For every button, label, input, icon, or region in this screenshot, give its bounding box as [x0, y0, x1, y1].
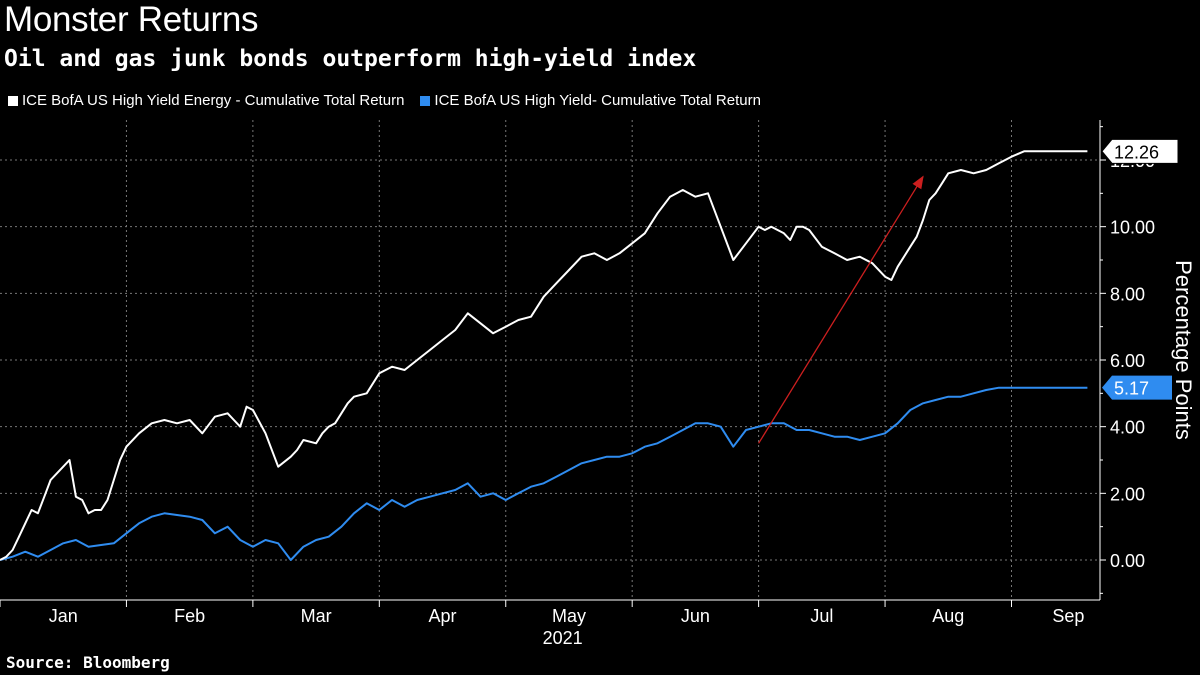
source-note: Source: Bloomberg — [6, 653, 170, 672]
last-value-callout-high-yield: 5.17 — [1102, 375, 1172, 400]
y-tick-label: 0.00 — [1110, 551, 1145, 571]
labels-layer: 0.002.004.006.008.0010.0012.00JanFebMarA… — [49, 138, 1196, 648]
series-line-high-yield — [0, 386, 1088, 561]
x-tick-label: Aug — [932, 606, 964, 626]
x-tick-label: Jan — [49, 606, 78, 626]
x-tick-label: Apr — [429, 606, 457, 626]
chart-subtitle: Oil and gas junk bonds outperform high-y… — [4, 46, 697, 72]
annotation-layer — [758, 175, 924, 444]
x-tick-label: May — [552, 606, 586, 626]
callout-box — [1101, 138, 1179, 164]
y-axis-title: Percentage Points — [1171, 260, 1196, 440]
legend-swatch-energy — [8, 95, 18, 106]
legend-item-energy: ICE BofA US High Yield Energy - Cumulati… — [8, 92, 404, 109]
y-tick-label: 6.00 — [1110, 351, 1145, 371]
series-line-energy — [0, 150, 1088, 561]
x-axis-year-label: 2021 — [543, 628, 583, 648]
x-tick-label: Sep — [1052, 606, 1084, 626]
y-tick-label: 8.00 — [1110, 284, 1145, 304]
x-tick-label: Mar — [301, 606, 332, 626]
y-tick-label: 10.00 — [1110, 218, 1155, 238]
axes — [0, 120, 1106, 607]
x-tick-label: Jul — [810, 606, 833, 626]
callout-box — [1102, 375, 1172, 400]
legend-label-high-yield: ICE BofA US High Yield- Cumulative Total… — [434, 92, 761, 109]
x-tick-label: Feb — [174, 606, 205, 626]
legend-item-high-yield: ICE BofA US High Yield- Cumulative Total… — [420, 92, 761, 109]
callout-value: 5.17 — [1114, 379, 1149, 399]
y-tick-label: 4.00 — [1110, 418, 1145, 438]
series-layer — [0, 150, 1088, 561]
legend: ICE BofA US High Yield Energy - Cumulati… — [8, 92, 761, 109]
annotation-arrow — [758, 175, 924, 444]
last-value-callout-energy: 12.26 — [1101, 138, 1179, 164]
legend-label-energy: ICE BofA US High Yield Energy - Cumulati… — [22, 92, 405, 109]
grid — [0, 120, 1100, 600]
chart-title: Monster Returns — [4, 0, 259, 39]
y-tick-label: 2.00 — [1110, 484, 1145, 504]
legend-swatch-high-yield — [420, 95, 431, 106]
x-tick-label: Jun — [681, 606, 710, 626]
callout-value: 12.26 — [1114, 142, 1159, 162]
